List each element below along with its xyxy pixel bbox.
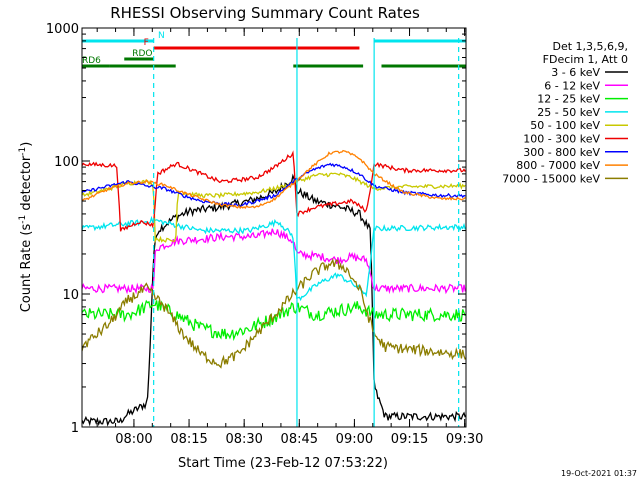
series-line-7	[82, 162, 466, 207]
y-tick-label: 100	[54, 155, 79, 170]
y-axis-ticks: 1 10 100 1000	[46, 22, 466, 436]
time-markers	[153, 38, 460, 427]
x-axis-label: Start Time (23-Feb-12 07:53:22)	[178, 456, 388, 471]
legend-label-8: 800 - 7000 keV	[516, 159, 600, 172]
x-tick-label: 09:15	[391, 432, 428, 447]
legend: Det 1,3,5,6,9, FDecim 1, Att 0 3 - 6 keV…	[502, 40, 628, 185]
series-line-6	[82, 150, 466, 232]
legend-header-line-2: FDecim 1, Att 0	[543, 53, 628, 66]
series-line-9	[82, 257, 466, 369]
y-tick-label: 10	[62, 288, 79, 303]
footer-timestamp: 19-Oct-2021 01:37	[561, 469, 637, 478]
series-line-2	[82, 228, 466, 295]
x-tick-label: 08:30	[225, 432, 262, 447]
plot-frame	[81, 27, 467, 428]
legend-header-line-1: Det 1,3,5,6,9,	[552, 40, 628, 53]
legend-label-2: 6 - 12 keV	[544, 79, 600, 92]
x-tick-label: 08:00	[115, 432, 152, 447]
legend-label-1: 3 - 6 keV	[551, 66, 600, 79]
x-tick-label: 09:00	[336, 432, 373, 447]
legend-label-5: 50 - 100 keV	[530, 119, 600, 132]
chart-title: RHESSI Observing Summary Count Rates	[110, 4, 420, 22]
y-axis-label: Count Rate (s-1 detector-1)	[18, 142, 34, 313]
y-tick-label: 1000	[46, 22, 79, 37]
legend-label-3: 12 - 25 keV	[537, 93, 600, 106]
y-tick-label: 1	[71, 421, 79, 436]
series-line-8	[82, 149, 466, 210]
x-axis-ticks: 08:00 08:15 08:30 08:45 09:00 09:15 09:30	[96, 28, 483, 447]
series-line-3	[82, 299, 466, 342]
legend-label-6: 100 - 300 keV	[523, 133, 600, 146]
legend-label-4: 25 - 50 keV	[537, 106, 600, 119]
x-tick-label: 08:45	[281, 432, 318, 447]
x-tick-label: 08:15	[170, 432, 207, 447]
flag-label-f: F	[144, 38, 149, 48]
legend-label-9: 7000 - 15000 keV	[502, 172, 600, 185]
x-tick-label: 09:30	[446, 432, 483, 447]
series-line-4	[82, 215, 466, 302]
series-lines	[82, 149, 466, 427]
flag-label-rd6: RD6	[82, 56, 101, 66]
series-line-1	[82, 173, 466, 427]
flag-label-n: N	[158, 31, 165, 41]
legend-label-7: 300 - 800 keV	[523, 146, 600, 159]
flag-label-rdo: RDO	[132, 49, 152, 59]
